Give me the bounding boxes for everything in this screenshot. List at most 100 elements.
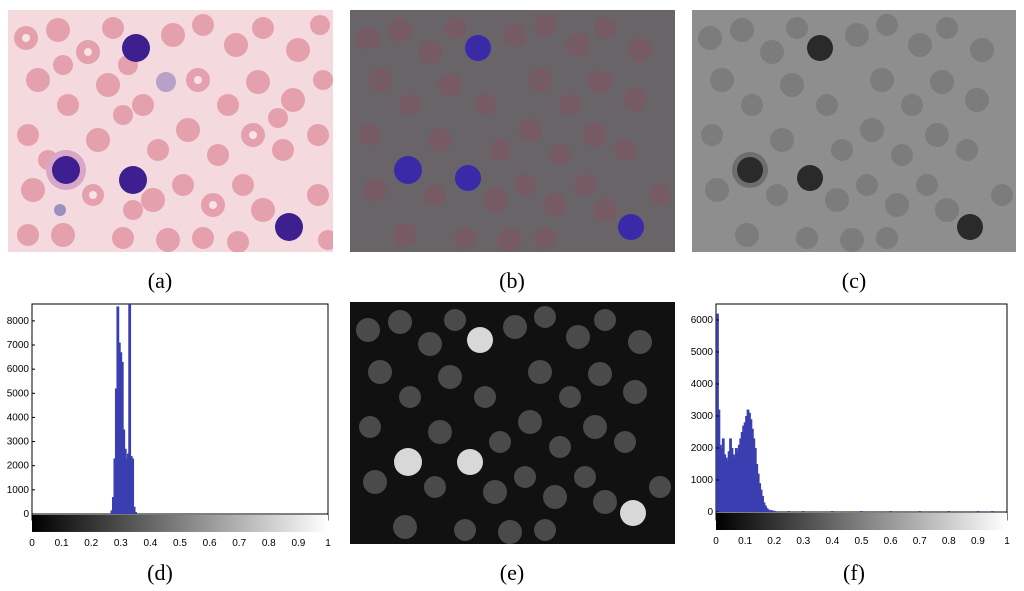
- y-tick-label: 1000: [7, 485, 30, 496]
- plot-frame: [31, 303, 329, 521]
- x-tick-label: 0.3: [114, 538, 128, 549]
- smear-image-c: [698, 14, 1013, 252]
- histogram-bar: [748, 412, 751, 512]
- histogram-bar: [134, 512, 137, 514]
- histogram-bar: [117, 342, 121, 514]
- histogram-bar: [122, 429, 126, 514]
- histogram-bar: [734, 448, 738, 512]
- histogram-bar: [742, 425, 746, 512]
- histogram-bar: [125, 458, 129, 514]
- y-tick-label: 4000: [7, 412, 30, 423]
- x-tick-label: 0.7: [232, 538, 246, 549]
- histogram-bar: [761, 496, 764, 512]
- histogram-bar: [918, 511, 922, 512]
- y-tick-label: 4000: [691, 379, 714, 390]
- histogram-bar: [733, 457, 737, 512]
- x-tick-label: 0.4: [825, 536, 839, 547]
- x-tick-label: 0.4: [143, 538, 157, 549]
- histogram-bar: [759, 489, 763, 512]
- histogram-bar: [724, 457, 728, 512]
- x-tick-label: 0: [713, 536, 719, 547]
- histogram-bar: [766, 509, 770, 512]
- histogram-bar: [772, 510, 776, 512]
- y-tick-label: 5000: [7, 388, 30, 399]
- histogram-bar: [739, 438, 743, 512]
- y-tick-label: 0: [23, 509, 29, 520]
- x-tick-label: 0.1: [55, 538, 69, 549]
- histogram-bar: [947, 511, 951, 512]
- y-tick-label: 6000: [7, 364, 30, 375]
- histogram-bar: [129, 456, 133, 514]
- histogram-bar: [762, 502, 766, 512]
- x-tick-label: 0.8: [262, 538, 276, 549]
- caption-d: (d): [147, 560, 173, 585]
- y-tick-label: 6000: [691, 315, 714, 326]
- y-tick-label: 3000: [7, 437, 30, 448]
- y-tick-label: 1000: [691, 475, 714, 486]
- histogram-bar: [991, 511, 994, 512]
- histogram-bar: [730, 448, 734, 512]
- histogram-bar: [114, 388, 118, 514]
- histogram-chart-d: 0 1000 2000 3000 4000 5000 6000 7000 8000 0 0.1 0.2…: [7, 303, 331, 549]
- panel-c-gray-image: [692, 10, 1016, 252]
- x-tick-label: 0: [29, 538, 35, 549]
- histogram-bar: [764, 505, 767, 512]
- histogram-bar: [743, 422, 747, 512]
- y-tick-label: 7000: [7, 340, 30, 351]
- histogram-bar: [120, 361, 124, 514]
- histogram-bar: [889, 511, 892, 512]
- x-tick-label: 1: [1004, 536, 1010, 547]
- caption-b: (b): [499, 268, 525, 293]
- histogram-bar: [717, 409, 721, 512]
- x-tick-label: 1: [325, 538, 331, 549]
- histogram-bar: [716, 313, 719, 512]
- histogram-bar: [729, 438, 732, 512]
- histogram-bar: [801, 511, 805, 512]
- histogram-bar: [740, 432, 744, 512]
- panel-b-overlay-image: [350, 10, 675, 252]
- y-tick-label: 5000: [691, 347, 714, 358]
- caption-f: (f): [843, 560, 865, 585]
- x-tick-label: 0.2: [84, 538, 98, 549]
- y-tick-label: 2000: [691, 443, 714, 454]
- histogram-bar: [736, 451, 740, 512]
- histogram-chart-f: 0 1000 2000 3000 4000 5000 6000 0 0.1 0.2 0.3 0.4 0.…: [691, 303, 1010, 547]
- x-tick-label: 0.8: [942, 536, 956, 547]
- plot-frame: [715, 303, 1008, 521]
- y-tick-label: 0: [707, 507, 713, 518]
- colorbar: [32, 514, 328, 532]
- histogram-bar: [746, 409, 750, 512]
- histogram-bar: [758, 483, 762, 512]
- histogram-bar: [976, 511, 980, 512]
- y-tick-label: 2000: [7, 461, 30, 472]
- histogram-bar: [119, 352, 123, 514]
- histogram-bar: [756, 473, 760, 512]
- histogram-bar: [726, 460, 730, 512]
- histogram-bar: [116, 306, 120, 514]
- panel-e-processed-image: [350, 302, 675, 544]
- smear-image-b: [356, 14, 671, 252]
- histogram-bar: [132, 506, 136, 514]
- histogram-bar: [765, 508, 769, 512]
- histogram-bar: [721, 438, 725, 512]
- caption-a: (a): [147, 268, 173, 293]
- x-tick-label: 0.1: [738, 536, 752, 547]
- x-tick-label: 0.3: [796, 536, 810, 547]
- histogram-bar: [745, 416, 748, 512]
- histogram-bar: [831, 511, 834, 512]
- smear-image-e: [356, 306, 671, 544]
- x-tick-label: 0.5: [855, 536, 869, 547]
- histogram-bar: [123, 448, 127, 514]
- histogram-bar: [860, 511, 863, 512]
- histogram-bar: [732, 454, 735, 512]
- histogram-bar: [769, 510, 773, 512]
- histogram-bar: [113, 458, 117, 514]
- histogram-bar: [112, 497, 115, 514]
- x-tick-label: 0.9: [971, 536, 985, 547]
- histogram-bar: [755, 464, 759, 512]
- histogram-bar: [723, 454, 727, 512]
- histogram-bar: [128, 304, 132, 514]
- x-tick-label: 0.6: [884, 536, 898, 547]
- histogram-bar: [737, 444, 741, 512]
- caption-c: (c): [841, 268, 867, 293]
